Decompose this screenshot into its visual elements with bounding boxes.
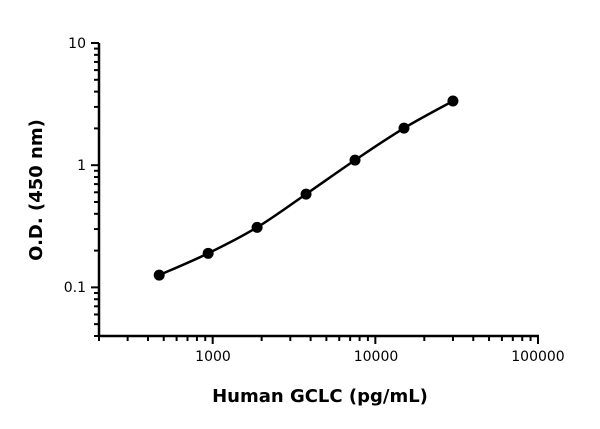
- data-point-938: [202, 247, 214, 259]
- y-tick-label-0.1: 0.1: [64, 280, 86, 296]
- y-tick-label-10: 10: [68, 36, 86, 52]
- x-tick-label-10000: 10000: [354, 349, 399, 365]
- y-tick-label-1: 1: [77, 158, 86, 174]
- tick-labels: 1000 10000 100000 0.1 1 10: [64, 36, 565, 365]
- x-tick-label-1000: 1000: [195, 349, 231, 365]
- x-tick-label-100000: 100000: [511, 349, 564, 365]
- data-point-3750: [300, 188, 312, 200]
- data-point-1875: [251, 221, 263, 233]
- data-point-15000: [398, 122, 410, 134]
- data-points: [153, 95, 459, 281]
- y-axis-title: O.D. (450 nm): [26, 119, 47, 261]
- x-axis-title: Human GCLC (pg/mL): [212, 386, 428, 407]
- data-point-7500: [349, 154, 361, 166]
- axes: [91, 42, 539, 344]
- data-point-469: [153, 269, 165, 281]
- data-point-30000: [447, 95, 459, 107]
